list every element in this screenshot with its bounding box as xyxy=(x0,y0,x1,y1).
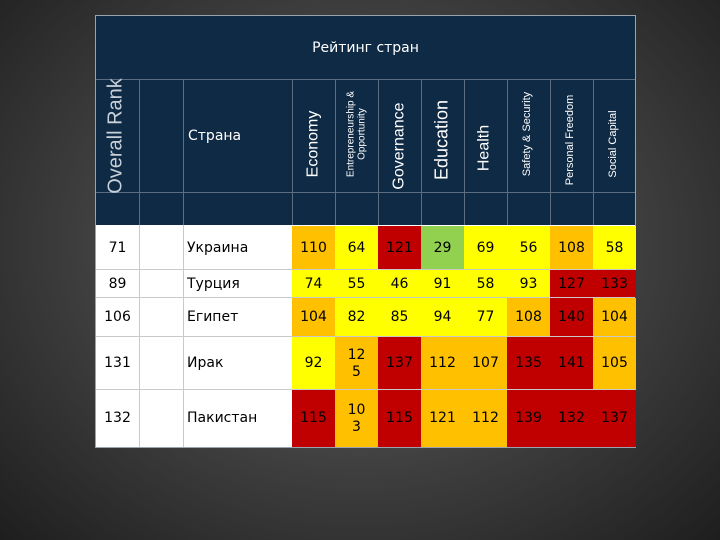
score-cell: 121 xyxy=(421,390,464,447)
column-divider xyxy=(550,79,551,225)
category-header-entrepreneurship: Entrepreneurship & Opportunity xyxy=(345,90,368,178)
score-cell: 12 5 xyxy=(335,337,378,390)
column-divider xyxy=(139,79,140,225)
row-divider xyxy=(96,269,635,270)
score-cell: 74 xyxy=(292,270,335,298)
score-cell: 91 xyxy=(421,270,464,298)
column-divider xyxy=(292,79,293,225)
score-cell: 58 xyxy=(464,270,507,298)
column-divider xyxy=(183,79,184,225)
score-cell: 58 xyxy=(593,226,636,270)
category-header-governance: Governance xyxy=(390,102,408,190)
table-header: Рейтинг стран Overall Rank Страна Econom… xyxy=(96,16,635,225)
score-cell: 112 xyxy=(464,390,507,447)
score-cell: 108 xyxy=(550,226,593,270)
column-divider xyxy=(421,79,422,225)
score-cell: 93 xyxy=(507,270,550,298)
rank-cell: 71 xyxy=(108,239,127,256)
rank-cell: 132 xyxy=(104,410,131,427)
rank-cell: 131 xyxy=(104,355,131,372)
score-cell: 56 xyxy=(507,226,550,270)
score-cell: 69 xyxy=(464,226,507,270)
score-cell: 115 xyxy=(292,390,335,447)
header-divider xyxy=(96,79,635,80)
score-cell: 77 xyxy=(464,298,507,337)
country-cell: Турция xyxy=(187,275,240,292)
category-header-personal-freedom: Personal Freedom xyxy=(564,94,577,186)
score-cell: 139 xyxy=(507,390,550,447)
score-cell: 10 3 xyxy=(335,390,378,447)
rank-cell: 106 xyxy=(104,309,131,326)
row-divider xyxy=(96,389,635,390)
table-title: Рейтинг стран xyxy=(312,40,419,56)
category-header-safety: Safety & Security xyxy=(521,91,534,177)
row-divider xyxy=(96,297,635,298)
score-cell: 64 xyxy=(335,226,378,270)
category-header-economy: Economy xyxy=(304,110,322,178)
column-divider xyxy=(183,225,184,447)
score-cell: 29 xyxy=(421,226,464,270)
score-cell: 137 xyxy=(593,390,636,447)
country-cell: Ирак xyxy=(187,355,224,372)
country-cell: Украина xyxy=(187,239,249,256)
category-header-education: Education xyxy=(431,99,452,181)
country-cell: Египет xyxy=(187,309,239,326)
score-cell: 127 xyxy=(550,270,593,298)
score-cell: 121 xyxy=(378,226,421,270)
score-cell: 133 xyxy=(593,270,636,298)
category-header-health: Health xyxy=(475,124,493,172)
score-cell: 55 xyxy=(335,270,378,298)
column-divider xyxy=(378,79,379,225)
score-cell: 135 xyxy=(507,337,550,390)
column-divider xyxy=(507,79,508,225)
overall-rank-header: Overall Rank xyxy=(104,78,127,194)
score-cell: 108 xyxy=(507,298,550,337)
score-cell: 104 xyxy=(292,298,335,337)
rating-table: Рейтинг стран Overall Rank Страна Econom… xyxy=(95,15,636,448)
score-cell: 104 xyxy=(593,298,636,337)
column-divider xyxy=(139,225,140,447)
score-cell: 140 xyxy=(550,298,593,337)
score-cell: 92 xyxy=(292,337,335,390)
score-cell: 94 xyxy=(421,298,464,337)
score-cell: 141 xyxy=(550,337,593,390)
score-cell: 105 xyxy=(593,337,636,390)
score-cell: 132 xyxy=(550,390,593,447)
country-cell: Пакистан xyxy=(187,410,258,427)
rank-cell: 89 xyxy=(108,275,127,292)
score-cell: 110 xyxy=(292,226,335,270)
column-divider xyxy=(335,79,336,225)
score-cell: 112 xyxy=(421,337,464,390)
column-divider xyxy=(593,79,594,225)
score-cell: 115 xyxy=(378,390,421,447)
country-header: Страна xyxy=(188,128,242,144)
row-divider xyxy=(96,336,635,337)
score-cell: 46 xyxy=(378,270,421,298)
score-cell: 82 xyxy=(335,298,378,337)
score-cell: 107 xyxy=(464,337,507,390)
category-header-social-capital: Social Capital xyxy=(607,110,620,178)
score-cell: 137 xyxy=(378,337,421,390)
score-cell: 85 xyxy=(378,298,421,337)
column-divider xyxy=(464,79,465,225)
header-divider-bottom xyxy=(96,192,635,193)
